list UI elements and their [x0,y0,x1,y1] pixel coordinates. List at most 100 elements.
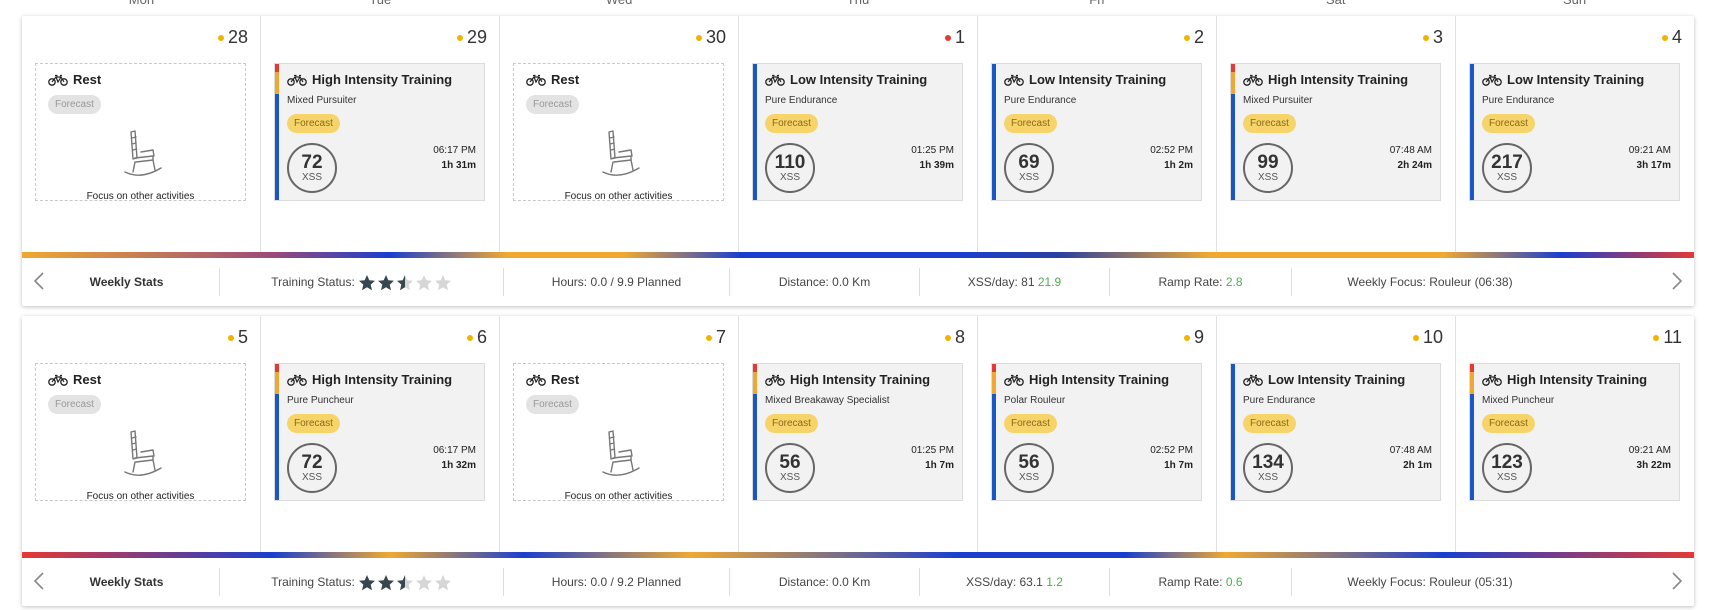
xss-value: 99 [1257,152,1279,173]
weekly-focus-stat: Weekly Focus: Rouleur (05:31) [1347,575,1513,589]
workout-time: 02:52 PM 1h 7m [1150,443,1193,473]
duration: 1h 31m [441,160,476,171]
xss-unit: XSS [1257,472,1278,483]
rocking-chair-icon [514,428,723,480]
day-cell[interactable]: 4 Low Intensity Training Pure Endurance … [1456,16,1694,252]
duration: 1h 2m [1164,160,1193,171]
workout-card[interactable]: High Intensity Training Mixed Breakaway … [752,363,963,501]
xss-unit: XSS [779,472,800,483]
training-status-stars [358,574,452,592]
day-number: 1 [944,27,965,48]
day-number-text: 2 [1193,27,1204,47]
workout-card[interactable]: High Intensity Training Mixed Pursuiter … [1230,63,1441,201]
xss-circle: 56 XSS [1004,443,1054,493]
xss-per-day-delta: 1.2 [1046,575,1063,589]
day-number-text: 11 [1663,327,1682,347]
day-header-sat: Sat [1216,0,1455,8]
xss-unit: XSS [779,172,800,183]
rest-focus-text: Focus on other activities [86,491,195,502]
workout-subtitle: Pure Puncheur [287,395,354,406]
bicycle-icon [287,74,307,86]
xss-value: 110 [774,152,806,173]
chevron-left-icon[interactable] [32,571,46,591]
forecast-badge: Forecast [1004,114,1057,133]
day-cell[interactable]: 2 Low Intensity Training Pure Endurance … [978,16,1217,252]
intensity-stripe [753,64,757,200]
rest-card[interactable]: Rest Forecast Focus on other activities [35,363,246,502]
duration: 3h 22m [1636,460,1671,471]
day-cell[interactable]: 1 Low Intensity Training Pure Endurance … [739,16,978,252]
forecast-badge: Forecast [765,114,818,133]
card-title: Rest [551,72,580,87]
day-cell[interactable]: 5 Rest Forecast Focus on other activitie… [22,316,261,552]
xss-circle: 72 XSS [287,443,337,493]
day-number-text: 3 [1432,27,1443,47]
day-cell[interactable]: 3 High Intensity Training Mixed Pursuite… [1217,16,1456,252]
xss-value: 72 [301,152,323,173]
intensity-stripe [1470,64,1474,200]
workout-card[interactable]: Low Intensity Training Pure Endurance Fo… [1230,363,1441,501]
xss-unit: XSS [1018,172,1039,183]
xss-per-day-delta: 21.9 [1037,275,1062,289]
day-number-text: 8 [954,327,965,347]
rest-card[interactable]: Rest Forecast Focus on other activities [513,363,724,502]
intensity-stripe [275,64,279,200]
duration: 2h 24m [1397,160,1432,171]
day-cell[interactable]: 9 High Intensity Training Polar Rouleur … [978,316,1217,552]
workout-card[interactable]: Low Intensity Training Pure Endurance Fo… [1469,63,1680,201]
weekly-stats-bar: Weekly Stats Training Status: Hours: 0.0… [22,558,1694,606]
day-number-text: 7 [715,327,726,347]
duration: 1h 32m [441,460,476,471]
hours-stat: Hours: 0.0 / 9.2 Planned [504,568,730,596]
day-cell[interactable]: 30 Rest Forecast Focus on other activiti… [500,16,739,252]
ramp-rate-value: 2.8 [1225,275,1243,289]
ramp-rate-stat: Ramp Rate: 0.6 [1110,568,1292,596]
distance-stat: Distance: 0.0 Km [730,268,920,296]
workout-card[interactable]: High Intensity Training Mixed Pursuiter … [274,63,485,201]
day-cell[interactable]: 10 Low Intensity Training Pure Endurance… [1217,316,1456,552]
bicycle-icon [48,374,68,386]
forecast-badge: Forecast [48,95,101,114]
start-time: 01:25 PM [911,445,954,456]
day-cell[interactable]: 28 Rest Forecast Focus on other activiti… [22,16,261,252]
day-number: 28 [217,27,248,48]
star-icon [434,574,451,591]
day-header-thu: Thu [739,0,978,8]
rest-card[interactable]: Rest Forecast Focus on other activities [513,63,724,202]
workout-card[interactable]: Low Intensity Training Pure Endurance Fo… [991,63,1202,201]
chevron-right-icon[interactable] [1670,271,1684,291]
workout-time: 07:48 AM 2h 24m [1390,143,1432,173]
card-title: High Intensity Training [312,72,453,87]
workout-card[interactable]: High Intensity Training Polar Rouleur Fo… [991,363,1202,501]
xss-value: 134 [1252,452,1284,473]
workout-card[interactable]: High Intensity Training Pure Puncheur Fo… [274,363,485,501]
workout-subtitle: Pure Endurance [1004,95,1077,106]
day-number-text: 1 [954,27,965,47]
card-title: Rest [551,372,580,387]
day-header-tue: Tue [261,0,500,8]
training-status: Training Status: [220,568,504,596]
intensity-stripe [1470,364,1474,500]
day-number: 4 [1661,27,1682,48]
day-cell[interactable]: 7 Rest Forecast Focus on other activitie… [500,316,739,552]
day-number: 30 [695,27,726,48]
duration: 3h 17m [1636,160,1671,171]
day-cell[interactable]: 6 High Intensity Training Pure Puncheur … [261,316,500,552]
day-cell[interactable]: 8 High Intensity Training Mixed Breakawa… [739,316,978,552]
workout-card[interactable]: High Intensity Training Mixed Puncheur F… [1469,363,1680,501]
forecast-badge: Forecast [1482,414,1535,433]
workout-subtitle: Polar Rouleur [1004,395,1066,406]
intensity-stripe [992,64,996,200]
star-icon [396,274,413,291]
card-title: Rest [73,72,102,87]
xss-circle: 217 XSS [1482,143,1532,193]
card-title: High Intensity Training [790,372,931,387]
chevron-right-icon[interactable] [1670,571,1684,591]
chevron-left-icon[interactable] [32,271,46,291]
workout-card[interactable]: Low Intensity Training Pure Endurance Fo… [752,63,963,201]
day-cell[interactable]: 11 High Intensity Training Mixed Puncheu… [1456,316,1694,552]
workout-time: 07:48 AM 2h 1m [1390,443,1432,473]
rest-card[interactable]: Rest Forecast Focus on other activities [35,63,246,202]
day-cell[interactable]: 29 High Intensity Training Mixed Pursuit… [261,16,500,252]
card-title: Rest [73,372,102,387]
